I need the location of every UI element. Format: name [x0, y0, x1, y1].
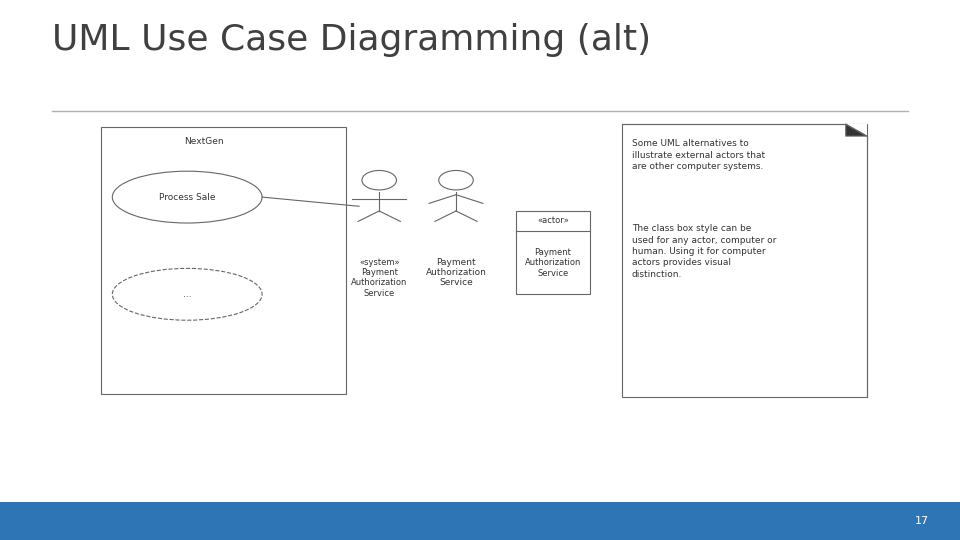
Circle shape [362, 171, 396, 190]
Bar [101, 127, 346, 394]
Text: 17: 17 [915, 516, 929, 526]
Bar [516, 211, 590, 294]
Text: ...: ... [183, 290, 191, 299]
Text: Payment
Authorization
Service: Payment Authorization Service [425, 258, 487, 287]
Ellipse shape [112, 171, 262, 223]
Ellipse shape [112, 268, 262, 320]
Bar [0, 502, 960, 540]
Text: The class box style can be
used for any actor, computer or
human. Using it for c: The class box style can be used for any … [632, 224, 776, 279]
Text: «actor»: «actor» [537, 217, 569, 225]
Text: Payment
Authorization
Service: Payment Authorization Service [525, 248, 581, 278]
Text: UML Use Case Diagramming (alt): UML Use Case Diagramming (alt) [52, 23, 651, 57]
Text: NextGen: NextGen [183, 137, 224, 146]
Polygon shape [846, 124, 867, 136]
Text: Some UML alternatives to
illustrate external actors that
are other computer syst: Some UML alternatives to illustrate exte… [632, 139, 765, 171]
Text: Process Sale: Process Sale [159, 193, 215, 201]
Text: «system»
Payment
Authorization
Service: «system» Payment Authorization Service [351, 258, 407, 298]
Bar [622, 124, 867, 397]
Circle shape [439, 171, 473, 190]
Polygon shape [846, 124, 867, 136]
